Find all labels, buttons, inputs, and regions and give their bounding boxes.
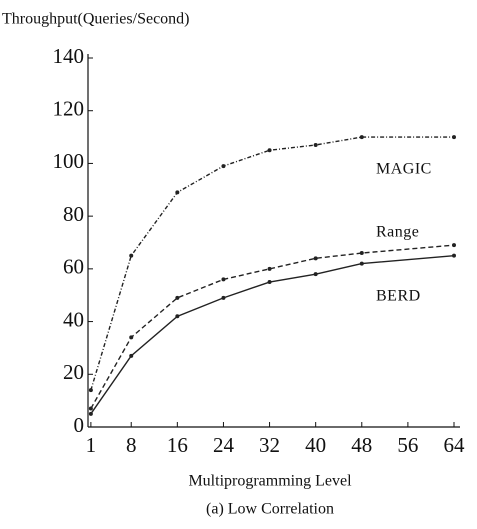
- point: [221, 295, 226, 300]
- series-label: Range: [376, 224, 419, 241]
- point: [267, 280, 272, 285]
- series-label: BERD: [376, 288, 421, 305]
- point: [129, 335, 134, 340]
- series-line: [90, 136, 454, 391]
- y-tick-label: 100: [53, 149, 85, 173]
- x-tick-label: 32: [259, 433, 280, 457]
- y-tick-label: 60: [63, 255, 84, 279]
- point: [175, 314, 180, 319]
- point: [452, 253, 456, 258]
- series-label: MAGIC: [376, 161, 432, 178]
- point: [313, 142, 318, 147]
- point: [129, 253, 134, 258]
- x-axis-label: Multiprogramming Level: [188, 473, 352, 490]
- y-axis-label: Throughput(Queries/Second): [2, 11, 190, 28]
- point: [313, 272, 318, 277]
- y-tick-label: 140: [53, 44, 85, 68]
- x-tick-label: 16: [167, 433, 188, 457]
- point: [313, 256, 318, 261]
- x-tick-label: 56: [397, 433, 418, 457]
- y-tick-label: 40: [63, 307, 84, 331]
- point: [359, 135, 364, 140]
- point: [359, 251, 364, 256]
- point: [452, 135, 456, 140]
- point: [88, 406, 93, 411]
- point: [175, 190, 180, 195]
- point: [359, 261, 364, 266]
- x-tick-label: 64: [444, 433, 466, 457]
- series-line: [90, 244, 455, 409]
- x-tick-label: 24: [213, 433, 235, 457]
- point: [175, 295, 180, 300]
- x-tick-label: 40: [305, 433, 326, 457]
- x-tick-label: 8: [126, 433, 137, 457]
- point: [452, 243, 456, 248]
- point: [88, 411, 93, 416]
- y-tick-label: 0: [74, 413, 85, 437]
- caption: (a) Low Correlation: [206, 501, 334, 518]
- point: [88, 388, 93, 393]
- point: [267, 148, 272, 153]
- point: [267, 266, 272, 271]
- series-line: [90, 254, 455, 415]
- point: [221, 277, 226, 282]
- x-tick-label: 1: [86, 433, 97, 457]
- y-tick-label: 120: [53, 97, 85, 121]
- y-tick-label: 20: [63, 360, 84, 384]
- point: [129, 353, 134, 358]
- y-tick-label: 80: [63, 202, 84, 226]
- point: [221, 164, 226, 169]
- x-tick-label: 48: [351, 433, 372, 457]
